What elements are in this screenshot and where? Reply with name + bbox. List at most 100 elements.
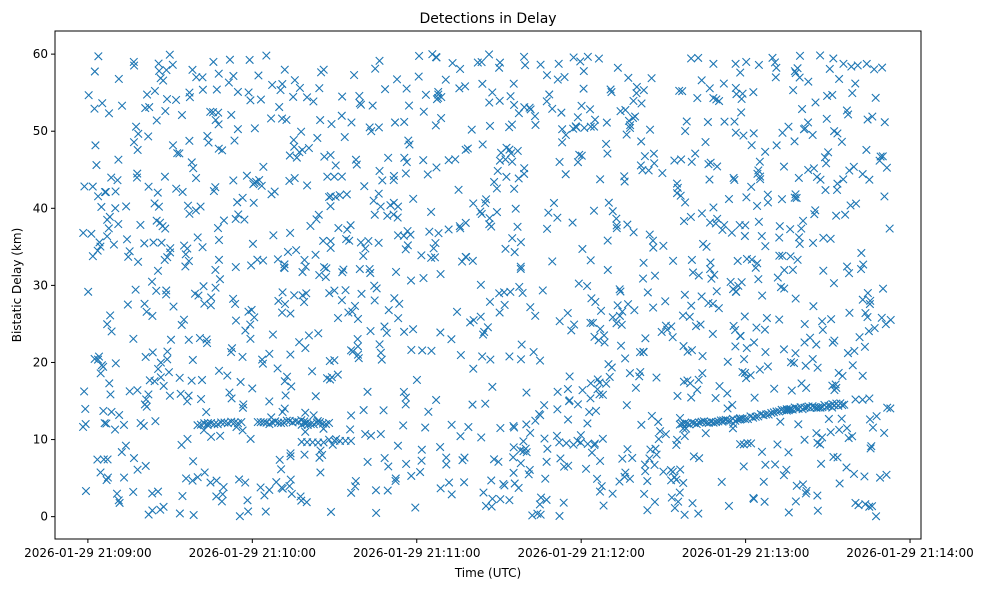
data-point-688 [224, 78, 234, 87]
data-point-499 [632, 82, 642, 92]
data-point-1341 [315, 270, 324, 280]
data-point-1441 [361, 429, 370, 439]
data-point-471 [516, 445, 525, 455]
y-tick-label-5: 50 [33, 124, 48, 138]
data-point-211 [731, 342, 740, 351]
data-point-542 [667, 493, 677, 502]
data-point-1338 [607, 87, 616, 97]
data-point-760 [763, 190, 772, 199]
data-point-1246 [717, 477, 726, 487]
data-point-1092 [750, 393, 759, 402]
data-point-1116 [586, 318, 595, 328]
data-point-632 [276, 465, 286, 474]
data-point-214 [380, 85, 390, 94]
data-point-1393 [794, 233, 804, 242]
data-point-1096 [335, 190, 344, 200]
data-point-1047 [141, 395, 151, 404]
data-point-569 [650, 497, 660, 507]
data-point-819 [851, 199, 861, 208]
data-point-668 [123, 300, 133, 309]
data-point-413 [113, 176, 122, 185]
data-point-1491 [513, 146, 522, 156]
data-point-993 [500, 300, 509, 310]
data-point-1303 [793, 255, 802, 265]
data-point-785 [637, 99, 646, 108]
data-point-532 [179, 315, 189, 324]
data-point-1249 [719, 79, 729, 88]
data-point-1031 [90, 67, 100, 76]
data-point-1323 [595, 456, 605, 466]
data-point-139 [675, 86, 684, 95]
data-point-528 [729, 419, 738, 428]
data-point-585 [463, 144, 473, 153]
data-point-210 [612, 221, 621, 230]
data-point-574 [193, 233, 202, 242]
data-point-830 [133, 169, 142, 178]
data-point-170 [676, 155, 686, 164]
data-point-1272 [691, 149, 700, 158]
data-point-1329 [148, 311, 157, 321]
data-point-639 [153, 364, 163, 374]
data-point-1288 [600, 338, 609, 347]
data-point-163 [741, 373, 751, 383]
data-point-207 [501, 244, 510, 254]
data-point-213 [202, 338, 212, 348]
data-point-567 [508, 453, 518, 462]
data-point-363 [575, 150, 584, 160]
chart-title: Detections in Delay [419, 11, 556, 27]
data-point-534 [612, 214, 621, 223]
data-point-754 [469, 199, 478, 208]
data-point-736 [805, 333, 815, 342]
data-point-1345 [348, 307, 357, 316]
data-point-1278 [375, 166, 384, 176]
data-point-1077 [505, 352, 514, 361]
data-point-691 [140, 239, 149, 248]
data-point-1314 [489, 177, 499, 187]
data-point-1280 [161, 224, 170, 233]
data-point-1191 [287, 382, 296, 391]
data-point-966 [499, 479, 508, 489]
data-point-1339 [267, 413, 276, 422]
data-point-1297 [133, 386, 142, 395]
data-point-482 [652, 373, 661, 382]
data-point-792 [93, 355, 103, 364]
data-point-886 [509, 468, 518, 478]
data-point-571 [296, 127, 306, 136]
data-point-1028 [346, 488, 356, 497]
data-point-1421 [747, 182, 756, 192]
data-point-937 [429, 244, 438, 253]
data-point-1328 [775, 233, 784, 242]
data-point-1155 [376, 348, 386, 357]
data-point-477 [349, 70, 359, 80]
data-point-336 [687, 301, 696, 310]
data-point-1476 [133, 257, 143, 266]
data-point-583 [243, 507, 253, 516]
data-point-539 [728, 400, 737, 410]
data-point-1461 [338, 268, 347, 277]
data-point-385 [863, 312, 872, 322]
data-point-1046 [581, 464, 591, 474]
data-point-222 [477, 352, 487, 361]
data-point-1164 [487, 502, 496, 511]
data-point-810 [856, 264, 866, 274]
data-point-1148 [681, 424, 691, 433]
data-point-1477 [530, 112, 540, 121]
data-point-315 [285, 151, 295, 160]
data-point-1439 [628, 113, 638, 123]
data-point-841 [749, 493, 758, 503]
data-point-291 [726, 277, 735, 287]
data-point-1120 [590, 115, 600, 124]
data-point-932 [165, 248, 175, 257]
data-point-667 [319, 424, 328, 433]
data-point-827 [432, 163, 441, 172]
data-point-1185 [196, 202, 205, 211]
data-point-1385 [876, 152, 885, 161]
data-point-1071 [557, 138, 567, 147]
data-point-164 [111, 359, 120, 368]
data-point-302 [401, 459, 411, 469]
data-point-7 [216, 418, 226, 427]
data-point-509 [444, 225, 453, 234]
data-point-766 [300, 450, 309, 459]
data-point-332 [107, 407, 116, 417]
data-point-1057 [219, 482, 228, 492]
